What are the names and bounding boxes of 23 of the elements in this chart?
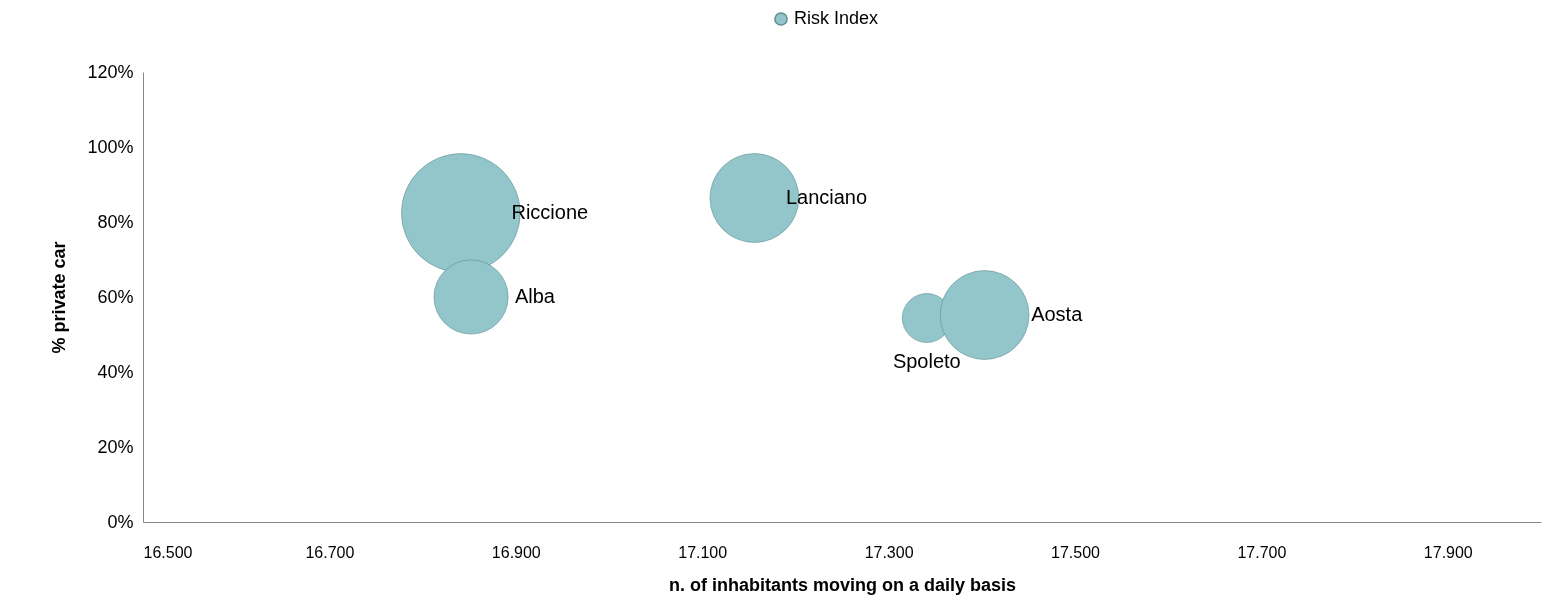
x-axis-title: n. of inhabitants moving on a daily basis xyxy=(668,574,1017,595)
y-tick-label: 120% xyxy=(87,61,134,82)
y-tick-label: 20% xyxy=(97,436,134,457)
annotation: Spoleto xyxy=(892,349,961,372)
x-tick-label: 16.700 xyxy=(305,543,355,561)
x-tick-label: 16.500 xyxy=(143,543,193,561)
legend-label: Risk Index xyxy=(794,8,879,28)
x-tick-label: 16.900 xyxy=(491,543,541,561)
x-tick-label: 17.300 xyxy=(864,543,914,561)
y-tick-label: 0% xyxy=(107,511,134,532)
y-tick-label: 80% xyxy=(97,211,134,232)
annotation: Lanciano xyxy=(785,186,868,208)
x-tick-label: 17.700 xyxy=(1237,543,1287,561)
annotation: Aosta xyxy=(1031,303,1084,325)
y-tick-label: 60% xyxy=(97,286,134,307)
x-tick-label: 17.500 xyxy=(1051,543,1101,561)
y-tick-label: 40% xyxy=(97,361,134,382)
annotation: Alba xyxy=(514,285,556,307)
y-axis-title: % private car xyxy=(49,241,70,354)
x-tick-label: 17.100 xyxy=(678,543,728,561)
x-tick-label: 17.900 xyxy=(1423,543,1473,561)
annotation: Riccione xyxy=(511,201,589,223)
y-tick-label: 100% xyxy=(87,136,134,157)
